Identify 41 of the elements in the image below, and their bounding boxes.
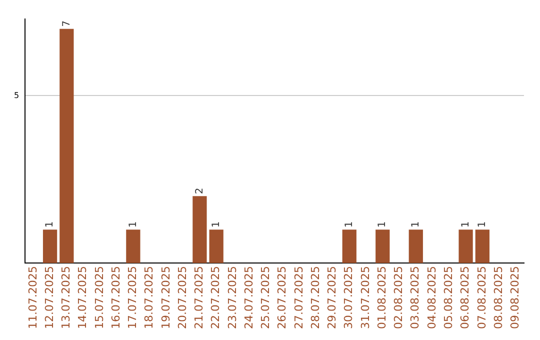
x-tick-label: 20.07.2025: [176, 266, 189, 330]
x-tick-label: 16.07.2025: [109, 266, 122, 330]
x-tick-label: 23.07.2025: [226, 266, 239, 330]
x-tick-label: 28.07.2025: [308, 266, 322, 330]
x-tick-label: 02.08.2025: [392, 266, 406, 330]
x-tick-label: 05.08.2025: [442, 266, 456, 330]
x-tick-label: 03.08.2025: [408, 266, 422, 330]
x-tick-label: 15.07.2025: [92, 266, 106, 330]
x-tick-label: 17.07.2025: [126, 266, 140, 330]
x-tick-label: 01.08.2025: [375, 266, 388, 330]
data-label: 1: [460, 221, 472, 228]
x-tick-label: 30.07.2025: [342, 266, 356, 330]
x-tick-label: 24.07.2025: [242, 266, 256, 330]
data-label: 7: [61, 20, 72, 27]
x-tick-label: 07.08.2025: [475, 266, 488, 330]
data-label: 1: [477, 221, 488, 228]
x-tick-label: 21.07.2025: [192, 266, 206, 330]
x-tick-label: 31.07.2025: [358, 266, 372, 330]
x-tick-label: 18.07.2025: [142, 266, 156, 330]
x-tick-label: 12.07.2025: [42, 266, 56, 330]
data-label: 1: [128, 221, 139, 228]
x-tick-label: 26.07.2025: [276, 266, 289, 330]
x-tick-label: 27.07.2025: [292, 266, 306, 330]
x-tick-label: 06.08.2025: [458, 266, 472, 330]
x-tick-label: 19.07.2025: [159, 266, 172, 330]
x-tick-label: 29.07.2025: [326, 266, 339, 330]
x-tick-label: 11.07.2025: [26, 266, 40, 330]
data-label: 1: [210, 221, 222, 228]
x-tick-label: 09.08.2025: [508, 266, 522, 330]
data-label: 1: [410, 221, 422, 228]
data-label: 1: [344, 221, 355, 228]
data-label: 1: [377, 221, 388, 228]
x-tick-label: 14.07.2025: [76, 266, 90, 330]
x-tick-label: 22.07.2025: [209, 266, 222, 330]
data-label: 1: [44, 221, 56, 228]
x-tick-label: 08.08.2025: [492, 266, 505, 330]
y-tick-label: 5: [14, 90, 20, 100]
x-tick-label: 13.07.2025: [60, 266, 73, 330]
x-tick-label: 04.08.2025: [425, 266, 438, 330]
data-label: 2: [194, 188, 206, 194]
x-tick-label: 25.07.2025: [259, 266, 272, 330]
